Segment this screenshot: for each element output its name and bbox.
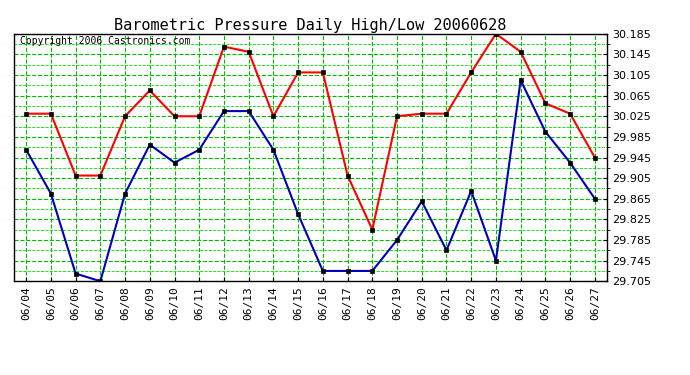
Title: Barometric Pressure Daily High/Low 20060628: Barometric Pressure Daily High/Low 20060… <box>115 18 506 33</box>
Text: Copyright 2006 Castronics.com: Copyright 2006 Castronics.com <box>20 36 190 46</box>
